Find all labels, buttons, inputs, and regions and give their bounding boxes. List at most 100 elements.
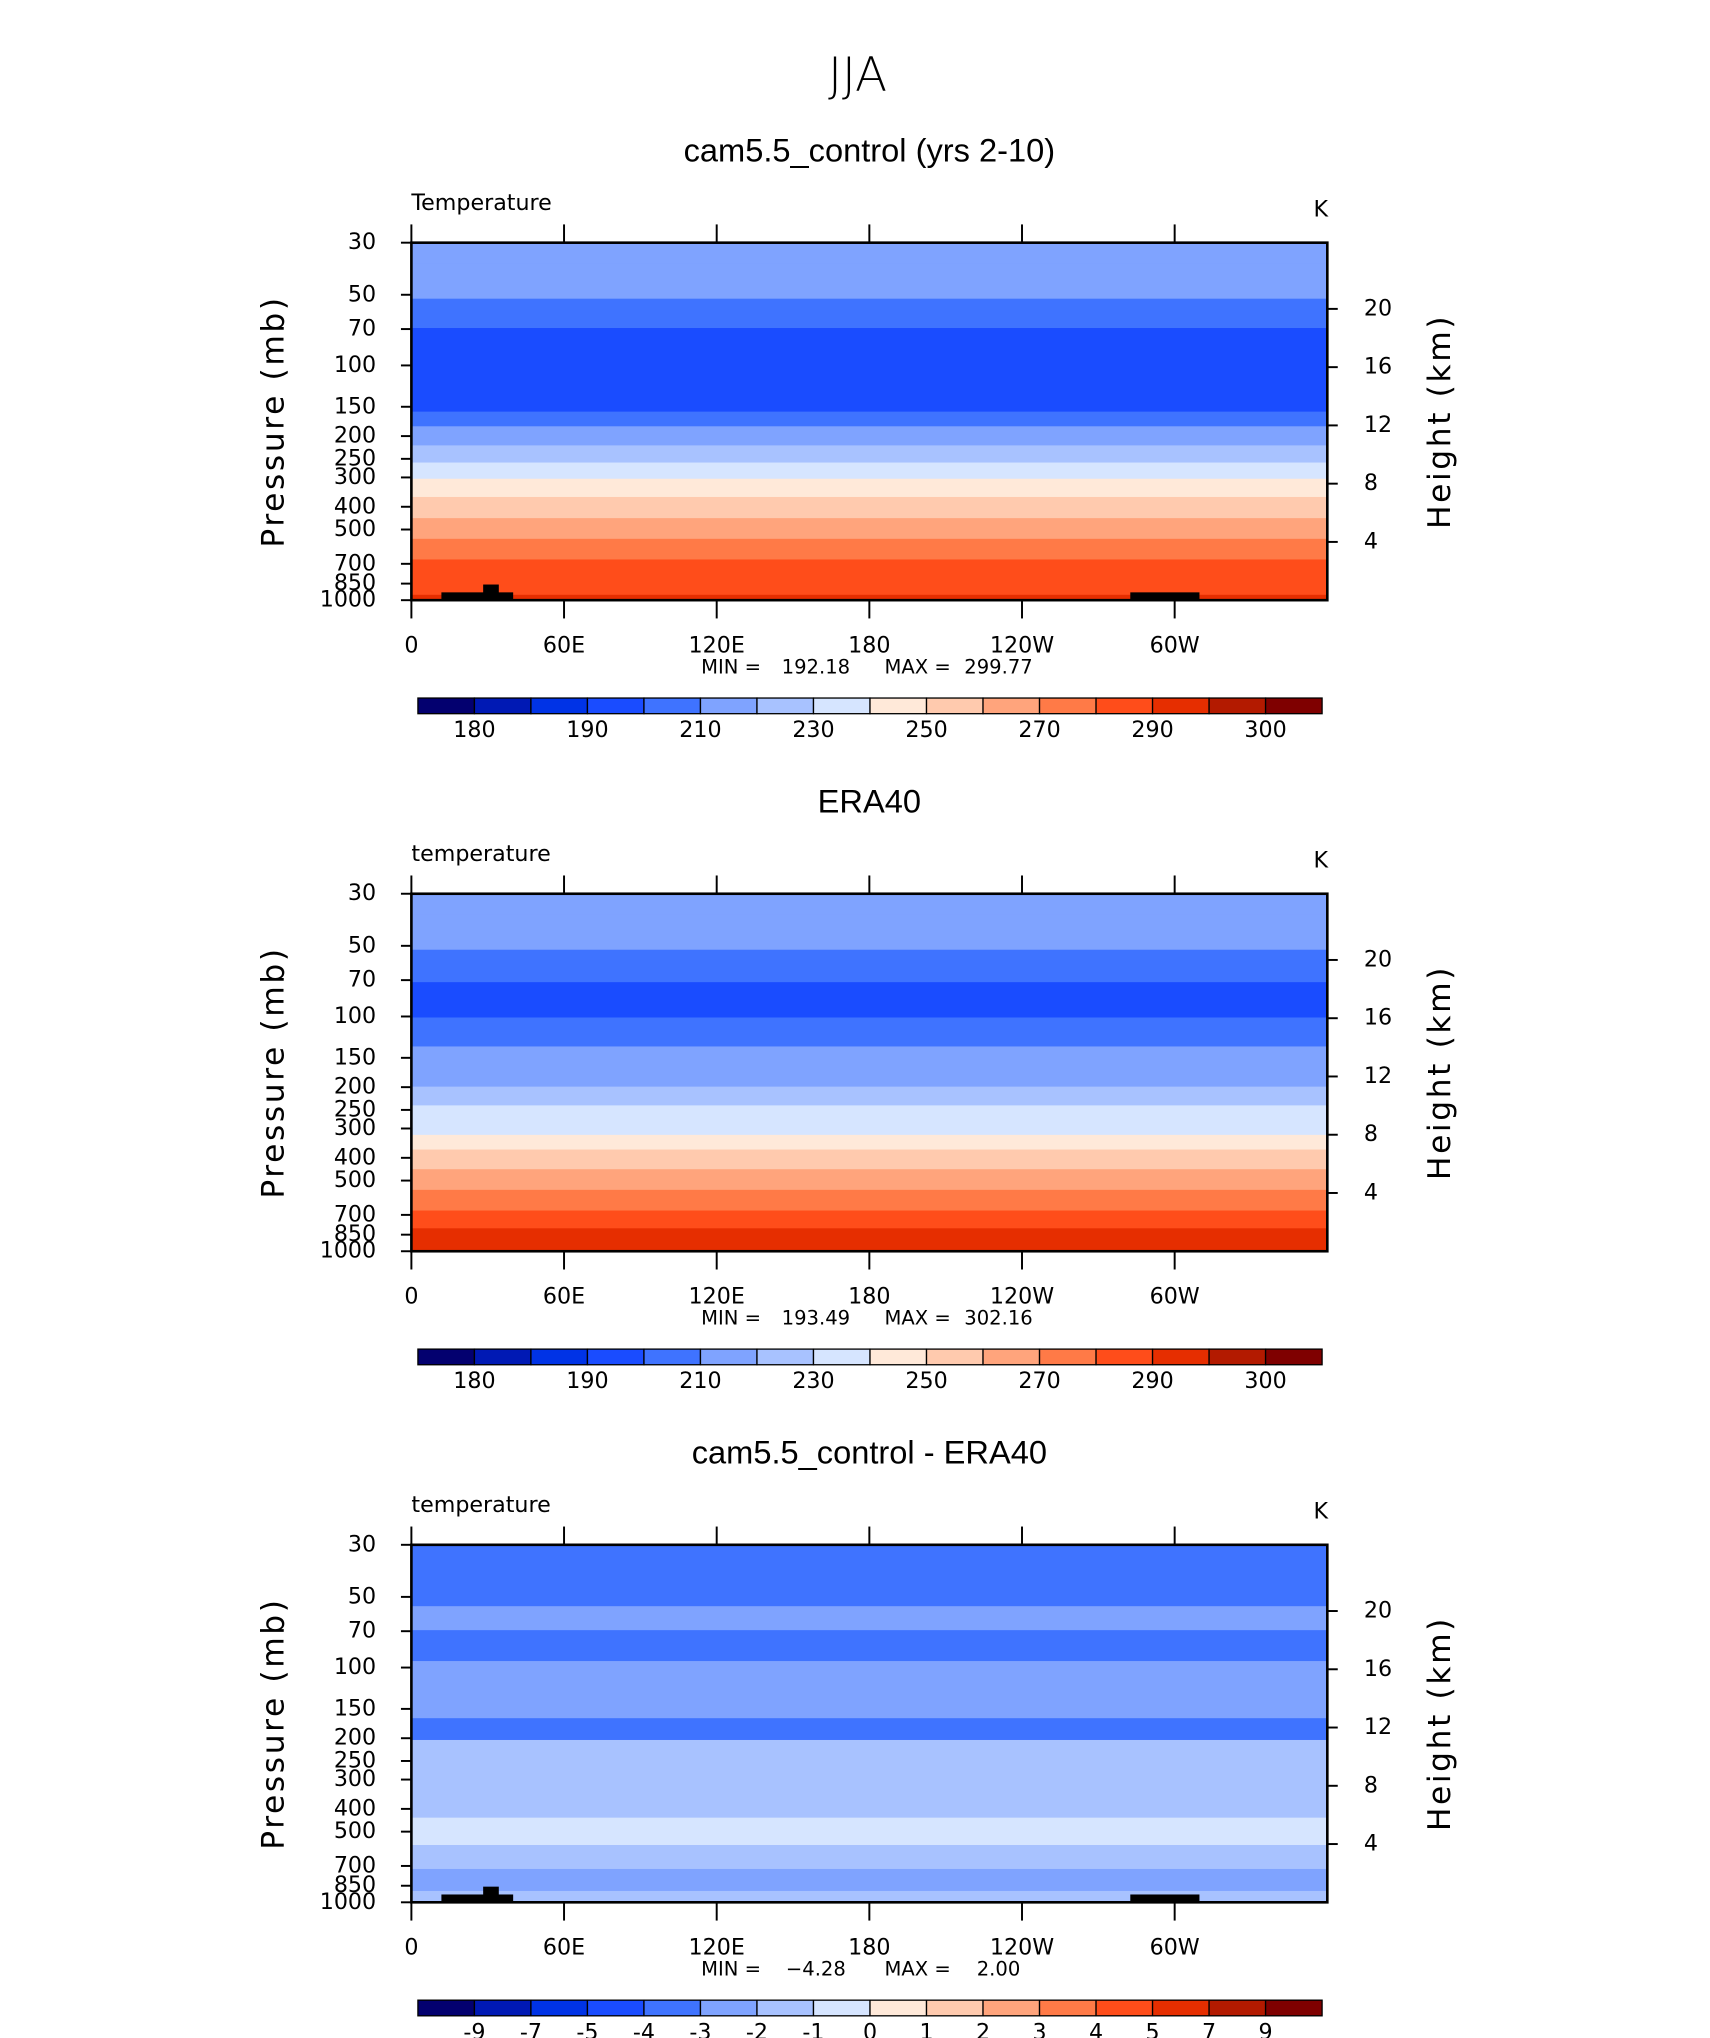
contour-band [411, 1718, 1328, 1741]
y-tick-label: 400 [334, 1144, 376, 1170]
colorbar-box [1264, 1348, 1323, 1366]
y2-tick-label: 4 [1364, 1179, 1378, 1205]
stat-label: MIN = [701, 1958, 761, 1981]
colorbar-box [1151, 697, 1210, 715]
x-tick-label: 120W [990, 632, 1054, 658]
colorbar-box [869, 697, 928, 715]
contour-band [411, 328, 1328, 376]
colorbar-label: 230 [792, 717, 834, 743]
y-tick-label: 1000 [320, 587, 376, 613]
colorbar-label: -2 [746, 2019, 768, 2038]
y-tick-label: 30 [348, 229, 376, 255]
contour-band [411, 518, 1328, 540]
contour-band [411, 1791, 1328, 1819]
x-tick-label: 180 [848, 1283, 890, 1309]
stat-label: MIN = [701, 656, 761, 679]
orography [483, 1886, 499, 1903]
colorbar-box [1038, 1348, 1097, 1366]
contour-band [411, 1105, 1328, 1122]
orography [1130, 592, 1200, 601]
contour-band [411, 1121, 1328, 1136]
colorbar-box [1095, 1999, 1154, 2017]
y2-tick-label: 12 [1364, 412, 1392, 438]
contour-band [411, 914, 1328, 951]
orography [441, 1894, 514, 1903]
contour-band [411, 1149, 1328, 1170]
y-tick-label: 150 [334, 1695, 376, 1721]
contour-band [411, 1693, 1328, 1719]
x-tick-label: 60W [1150, 1283, 1200, 1309]
colorbar-box [1095, 1348, 1154, 1366]
colorbar-label: 210 [679, 717, 721, 743]
colorbar-box [699, 1348, 758, 1366]
x-tick-label: 120E [689, 632, 745, 658]
colorbar-box [756, 697, 815, 715]
x-tick-label: 180 [848, 632, 890, 658]
colorbar-label: -9 [463, 2019, 485, 2038]
colorbar-box [530, 1999, 589, 2017]
colorbar-label: 3 [1032, 2019, 1046, 2038]
colorbar-label: 270 [1018, 1368, 1060, 1394]
contour-band [411, 580, 1328, 596]
colorbar-box [473, 1348, 532, 1366]
colorbar-label: 250 [905, 1368, 947, 1394]
y-tick-label: 100 [334, 352, 376, 378]
left-string: Temperature [410, 190, 551, 216]
colorbar-label: 1 [919, 2019, 933, 2038]
y-tick-label: 700 [334, 1201, 376, 1227]
colorbar-box [756, 1348, 815, 1366]
orography [1130, 1894, 1200, 1903]
colorbar-box [417, 697, 476, 715]
contour-band [411, 242, 1328, 265]
colorbar-label: 180 [453, 717, 495, 743]
colorbar-box [925, 1348, 984, 1366]
y-tick-label: 150 [334, 393, 376, 419]
colorbar-label: -3 [689, 2019, 711, 2038]
y-tick-label: 70 [348, 316, 376, 342]
colorbar-box [982, 1999, 1041, 2017]
y2-tick-label: 8 [1364, 1772, 1378, 1798]
y-tick-label: 30 [348, 1531, 376, 1557]
colorbar-box [473, 1999, 532, 2017]
stat-value: 299.77 [964, 656, 1032, 679]
contour-band [411, 1868, 1328, 1892]
contour-band [411, 411, 1328, 427]
y-tick-label: 400 [334, 493, 376, 519]
y2-tick-label: 4 [1364, 1831, 1378, 1857]
x-tick-label: 120E [689, 1934, 745, 1960]
stat-value: 192.18 [782, 656, 850, 679]
colorbar-box [812, 1999, 871, 2017]
colorbar-box [925, 1999, 984, 2017]
y-tick-label: 250 [334, 1747, 376, 1773]
colorbar-box [812, 1348, 871, 1366]
stat-label: MIN = [701, 1307, 761, 1330]
colorbar-box [530, 1348, 589, 1366]
contour-band [411, 538, 1328, 561]
contour-band [411, 1017, 1328, 1048]
colorbar-label: 270 [1018, 717, 1060, 743]
colorbar-label: 0 [863, 2019, 877, 2038]
colorbar-box [869, 1348, 928, 1366]
colorbar-box [925, 697, 984, 715]
colorbar-label: 300 [1244, 717, 1286, 743]
colorbar-box [1038, 1999, 1097, 2017]
stat-label: MAX = [884, 1958, 950, 1981]
y2-axis-label: Height (km) [1422, 314, 1458, 529]
contour-band [411, 1169, 1328, 1191]
contour-band [411, 559, 1328, 581]
colorbar-box [1095, 697, 1154, 715]
contour-band [411, 1890, 1328, 1903]
y-tick-label: 100 [334, 1003, 376, 1029]
colorbar-label: -4 [633, 2019, 655, 2038]
contour-band [411, 594, 1328, 601]
contour-band [411, 1046, 1328, 1068]
colorbar-label: 290 [1131, 1368, 1173, 1394]
stat-value: 2.00 [977, 1958, 1021, 1981]
colorbar-label: 5 [1146, 2019, 1160, 2038]
y2-axis-label: Height (km) [1422, 965, 1458, 1180]
y2-tick-label: 16 [1364, 1005, 1392, 1031]
y-tick-label: 850 [334, 570, 376, 596]
colorbar-label: 210 [679, 1368, 721, 1394]
